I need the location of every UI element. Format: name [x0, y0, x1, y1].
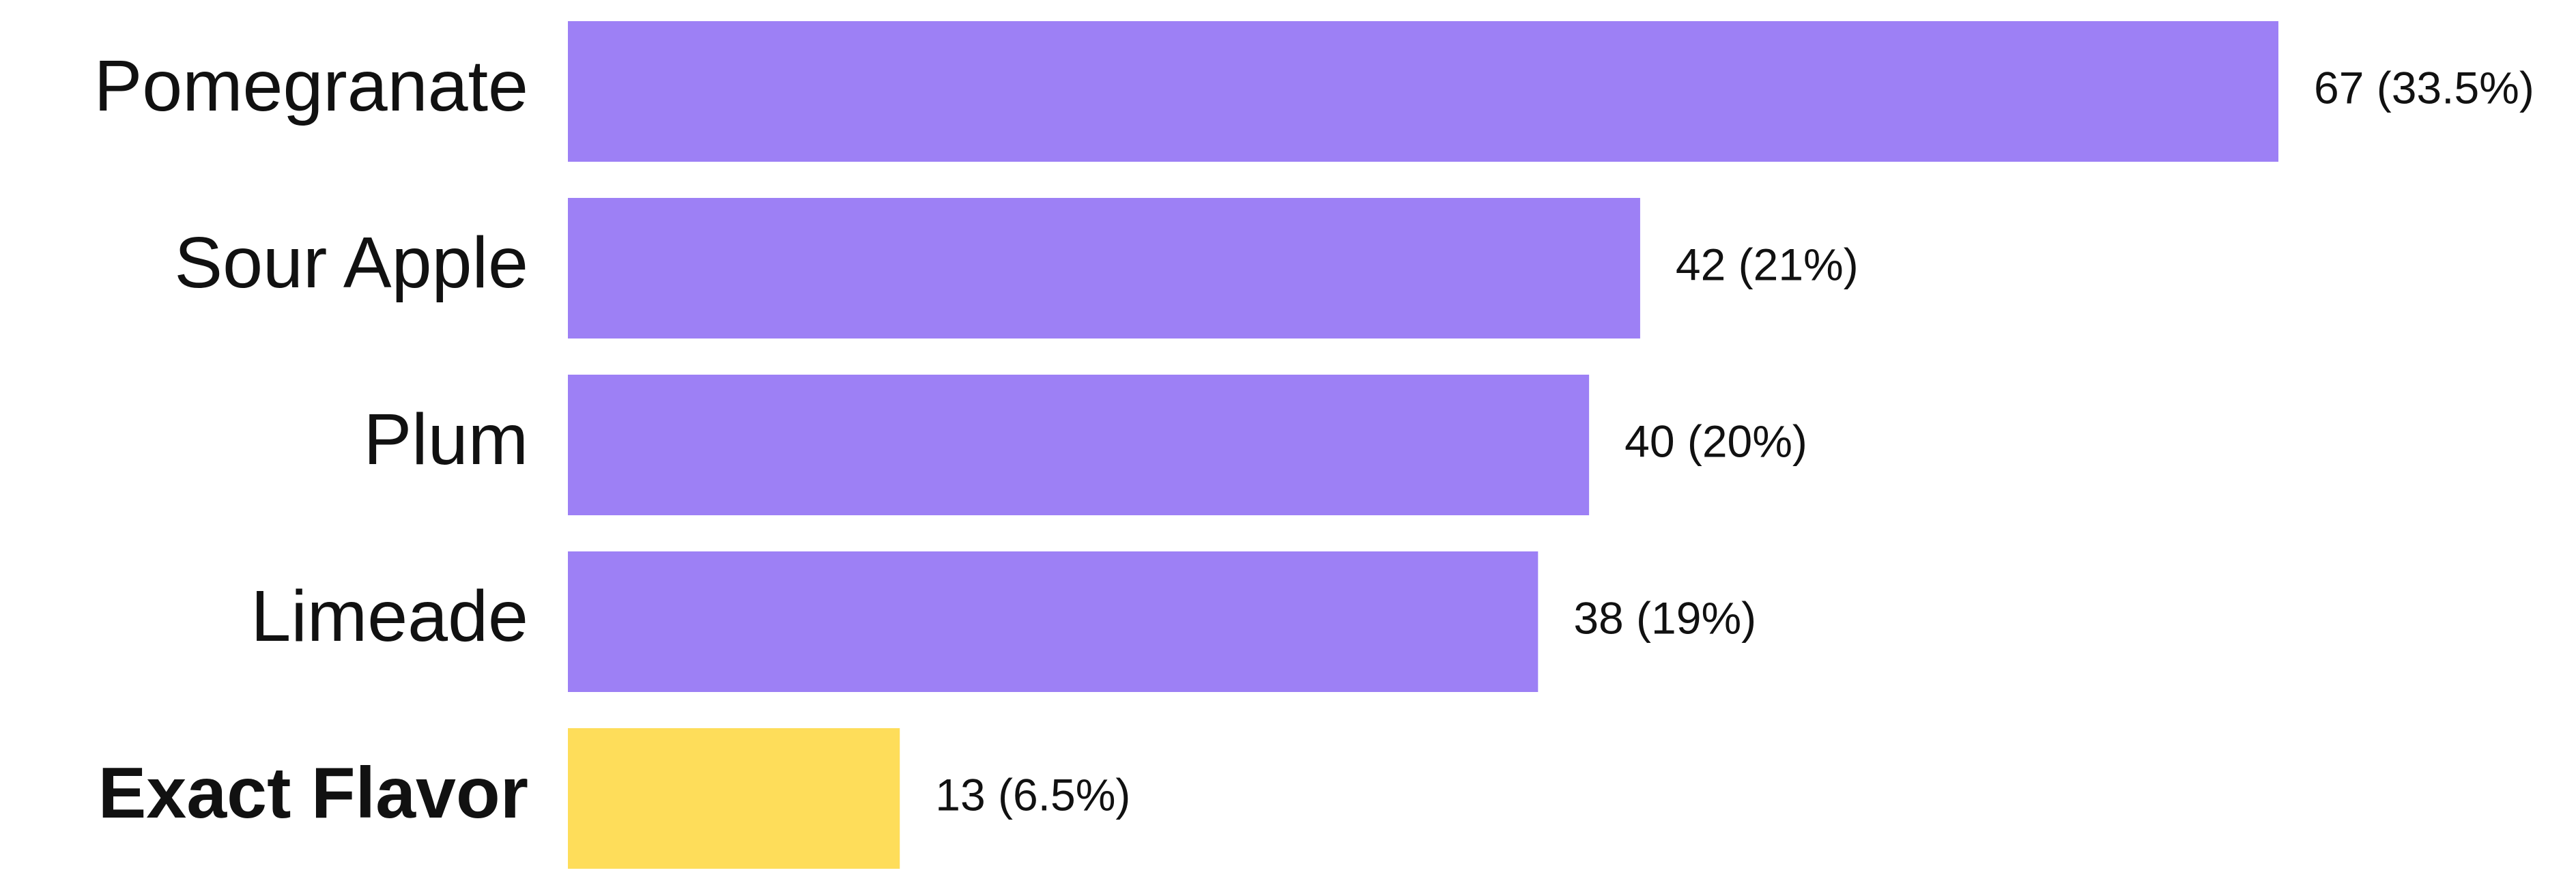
bar	[568, 551, 1539, 692]
bar	[568, 198, 1640, 338]
value-label: 38 (19%)	[1573, 592, 1756, 643]
bar	[568, 728, 900, 869]
value-label: 42 (21%)	[1676, 239, 1859, 289]
category-label: Pomegranate	[94, 46, 528, 126]
value-label: 13 (6.5%)	[935, 769, 1130, 820]
bar	[568, 375, 1590, 515]
category-label: Sour Apple	[174, 222, 528, 303]
value-label: 40 (20%)	[1625, 416, 1807, 466]
category-label: Limeade	[251, 576, 528, 657]
category-label: Exact Flavor	[98, 753, 528, 833]
category-label: Plum	[363, 399, 528, 480]
value-label: 67 (33.5%)	[2314, 62, 2534, 113]
bar	[568, 21, 2278, 162]
